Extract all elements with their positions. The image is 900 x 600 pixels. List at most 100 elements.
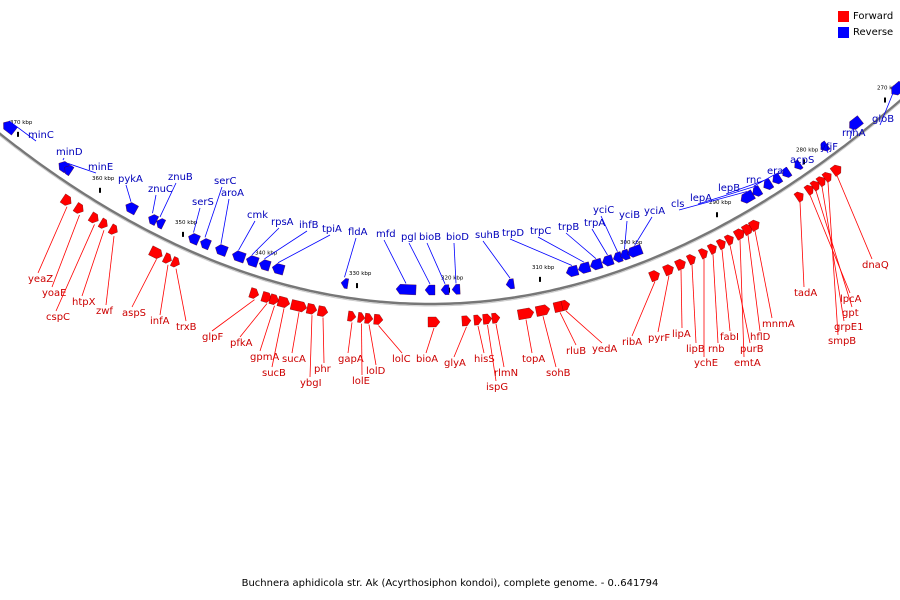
reverse-gene-acpS-arrow <box>794 159 804 170</box>
leader-line <box>754 230 773 319</box>
reverse-gene-cls-arrow <box>740 189 756 204</box>
forward-gene-label-aspS: aspS <box>122 308 146 319</box>
reverse-gene-pykA-arrow <box>125 202 139 216</box>
tick-label: 340 kbp <box>255 250 278 256</box>
forward-gene-label-glyA: glyA <box>444 358 466 369</box>
reverse-swatch <box>838 26 849 38</box>
leader-line <box>383 239 407 284</box>
leader-line <box>425 327 435 354</box>
reverse-gene-label-gloB: gloB <box>872 114 894 125</box>
reverse-gene-label-minC: minC <box>28 130 54 141</box>
forward-gene-sucB-arrow <box>276 295 290 308</box>
reverse-gene-label-znuC: znuC <box>148 184 173 195</box>
reverse-gene-label-bioB: bioB <box>419 232 441 243</box>
forward-gene-yedA-arrow <box>560 299 571 311</box>
forward-gene-label-topA: topA <box>522 354 545 365</box>
forward-gene-label-pfkA: pfkA <box>230 338 253 349</box>
reverse-gene-label-znuB: znuB <box>168 172 193 183</box>
strand-legend: Forward Reverse <box>838 8 893 40</box>
tick-mark <box>182 231 184 237</box>
leader-line <box>631 281 656 337</box>
forward-gene-lipB-arrow <box>686 254 696 266</box>
leader-line <box>152 194 157 214</box>
forward-gene-label-emtA: emtA <box>734 358 761 369</box>
leader-line <box>175 268 187 322</box>
tick-label: 300 kbp <box>620 240 643 246</box>
forward-gene-smpB-arrow <box>821 172 832 183</box>
leader-line <box>774 167 787 178</box>
leader-line <box>849 117 856 140</box>
tick-mark <box>803 159 805 165</box>
forward-gene-topA-arrow <box>517 307 535 321</box>
legend-label-reverse: Reverse <box>853 26 894 38</box>
leader-line <box>537 236 585 263</box>
forward-gene-label-trxB: trxB <box>176 322 197 333</box>
tick-label: 350 kbp <box>175 220 198 226</box>
reverse-gene-label-yciA: yciA <box>644 206 665 217</box>
leader-line <box>691 264 697 344</box>
reverse-gene-label-pykA: pykA <box>118 174 143 185</box>
forward-gene-lpcA-arrow <box>803 184 814 196</box>
leader-line <box>378 325 403 354</box>
leader-line <box>565 310 603 344</box>
forward-gene-label-ribA: ribA <box>622 337 642 348</box>
forward-gene-label-rlmN: rlmN <box>494 368 518 379</box>
forward-gene-label-yoaE: yoaE <box>42 288 66 299</box>
forward-gene-label-smpB: smpB <box>828 336 856 347</box>
kbp-ticks: 370 kbp 360 kbp 350 kbp 340 kbp 330 kbp 320 k… <box>10 86 900 293</box>
tick-label: 330 kbp <box>349 271 372 277</box>
forward-gene-yeaZ-arrow <box>59 193 72 206</box>
reverse-gene-trpB-arrow <box>590 257 604 271</box>
reverse-gene-label-lepA: lepA <box>690 193 712 204</box>
reverse-gene-lepB-arrow <box>763 178 775 190</box>
leader-line <box>712 254 719 344</box>
leader-line <box>347 322 353 354</box>
backbone-shadow <box>0 102 900 307</box>
forward-gene-tadA-arrow <box>793 191 804 203</box>
leader-line <box>344 237 357 278</box>
leader-line <box>131 258 157 308</box>
reverse-gene-aroA-arrow <box>215 244 229 257</box>
leader-line <box>753 173 777 187</box>
reverse-gene-label-serC: serC <box>214 176 236 187</box>
leader-line <box>729 245 751 344</box>
reverse-gene-fldA-arrow <box>340 278 349 289</box>
reverse-gene-label-minE: minE <box>88 162 113 173</box>
forward-gene-lolC-arrow <box>373 313 384 325</box>
reverse-gene-label-ihfB: ihfB <box>299 220 319 231</box>
leader-line <box>509 238 573 266</box>
leader-line <box>747 234 761 332</box>
legend-item-reverse: Reverse <box>838 24 893 40</box>
leader-line <box>277 234 331 264</box>
reverse-gene-label-acpS: acpS <box>790 155 814 166</box>
forward-gene-lolD-arrow <box>364 312 374 324</box>
leader-line <box>487 324 497 382</box>
leader-line <box>408 242 431 285</box>
reverse-gene-label-trpC: trpC <box>530 226 551 237</box>
tick-mark <box>539 276 541 282</box>
reverse-gene-yciC-arrow <box>613 251 624 263</box>
reverse-gene-label-rnhA: rnhA <box>842 128 866 139</box>
reverse-gene-label-yfjF: yfjF <box>820 142 838 153</box>
leader-line <box>879 83 898 126</box>
leader-line <box>725 178 768 195</box>
tick-mark <box>716 212 718 218</box>
tick-label: 310 kbp <box>532 265 555 271</box>
forward-gene-label-gapA: gapA <box>338 354 364 365</box>
forward-gene-dnaQ-arrow <box>829 164 842 177</box>
forward-gene-label-lolC: lolC <box>392 354 411 365</box>
forward-gene-lolE-arrow <box>357 312 366 323</box>
forward-gene-label-grpE1: grpE1 <box>834 322 864 333</box>
forward-gene-label-tadA: tadA <box>794 288 817 299</box>
tick-mark <box>17 131 19 137</box>
reverse-gene-label-rnc: rnc <box>746 175 762 186</box>
reverse-gene-label-pgl: pgl <box>401 232 416 243</box>
forward-gene-label-hflD: hflD <box>750 332 771 343</box>
forward-gene-zwf-arrow <box>107 223 118 235</box>
tick-mark <box>99 187 101 193</box>
tick-label: 270 kbp <box>877 86 900 92</box>
forward-gene-ribA-arrow <box>648 270 660 283</box>
forward-gene-label-ychE: ychE <box>694 358 718 369</box>
